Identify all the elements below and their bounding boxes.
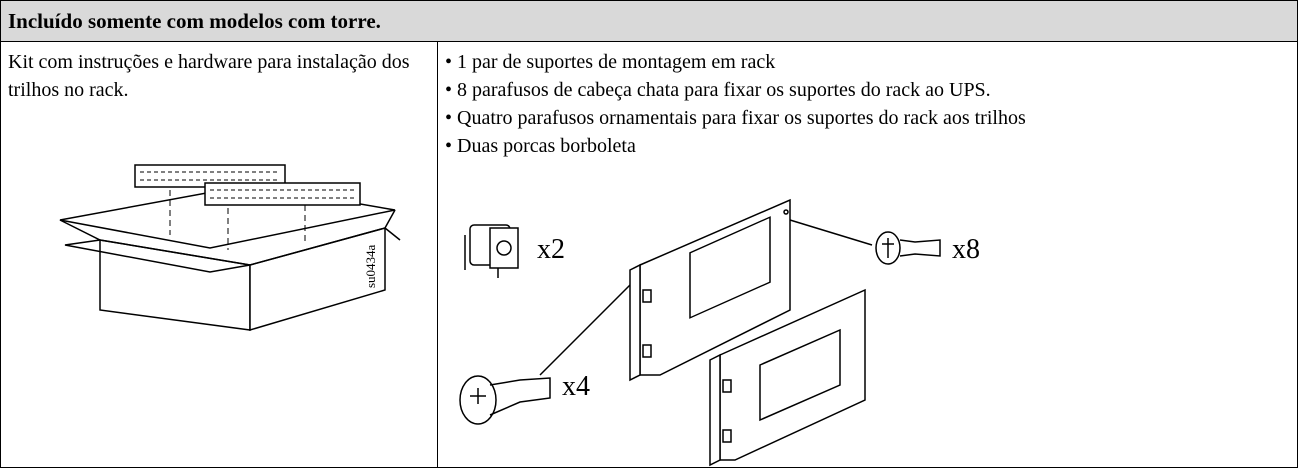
box-illustration: su0434a xyxy=(59,164,401,332)
item: • 1 par de suportes de montagem em rack xyxy=(445,51,776,73)
flat-screw xyxy=(875,231,941,265)
item: • Quatro parafusos ornamentais para fixa… xyxy=(445,107,1026,129)
cage-nut xyxy=(464,224,519,278)
item-list: • 1 par de suportes de montagem em rack … xyxy=(445,48,1026,160)
right-cell: • 1 par de suportes de montagem em rack … xyxy=(438,42,1297,467)
item: • Duas porcas borboleta xyxy=(445,135,636,157)
item: • 8 parafusos de cabeça chata para fixar… xyxy=(445,79,991,101)
figure-label: su0434a xyxy=(363,244,378,288)
rack-bracket xyxy=(709,288,866,467)
table-header: Incluído somente com modelos com torre. xyxy=(1,1,1297,42)
quantity-label: x2 xyxy=(537,234,565,265)
rack-bracket xyxy=(629,198,791,382)
header-title: Incluído somente com modelos com torre. xyxy=(8,9,381,33)
quantity-label: x4 xyxy=(562,371,590,402)
ornamental-screw xyxy=(459,375,551,425)
left-cell: Kit com instruções e hardware para insta… xyxy=(1,42,438,467)
description: Kit com instruções e hardware para insta… xyxy=(8,51,410,101)
quantity-label: x8 xyxy=(952,234,980,265)
